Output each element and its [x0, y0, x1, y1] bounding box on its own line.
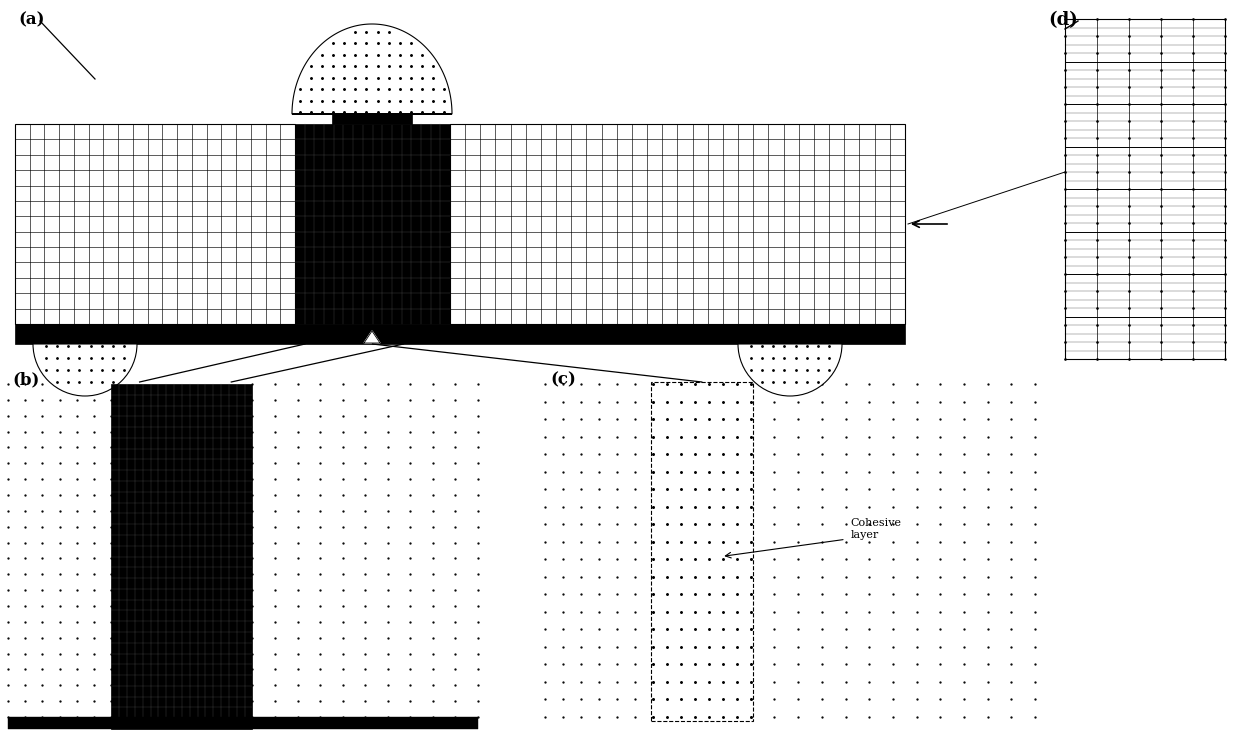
Bar [1065, 19, 1225, 359]
Bar [651, 382, 753, 721]
Bar [295, 124, 450, 324]
Text: (d): (d) [1048, 11, 1078, 29]
Bar [450, 124, 905, 324]
Polygon shape [291, 24, 453, 114]
Wedge shape [33, 344, 136, 396]
Bar [15, 124, 295, 324]
Bar [15, 324, 905, 344]
Text: Cohesive
layer: Cohesive layer [851, 519, 901, 540]
Bar [112, 384, 253, 729]
Text: (a): (a) [19, 11, 45, 28]
Bar [7, 717, 477, 729]
Bar [332, 114, 412, 124]
Text: (b): (b) [12, 371, 40, 388]
Polygon shape [365, 331, 379, 343]
Text: (c): (c) [551, 371, 575, 388]
Wedge shape [738, 344, 842, 396]
